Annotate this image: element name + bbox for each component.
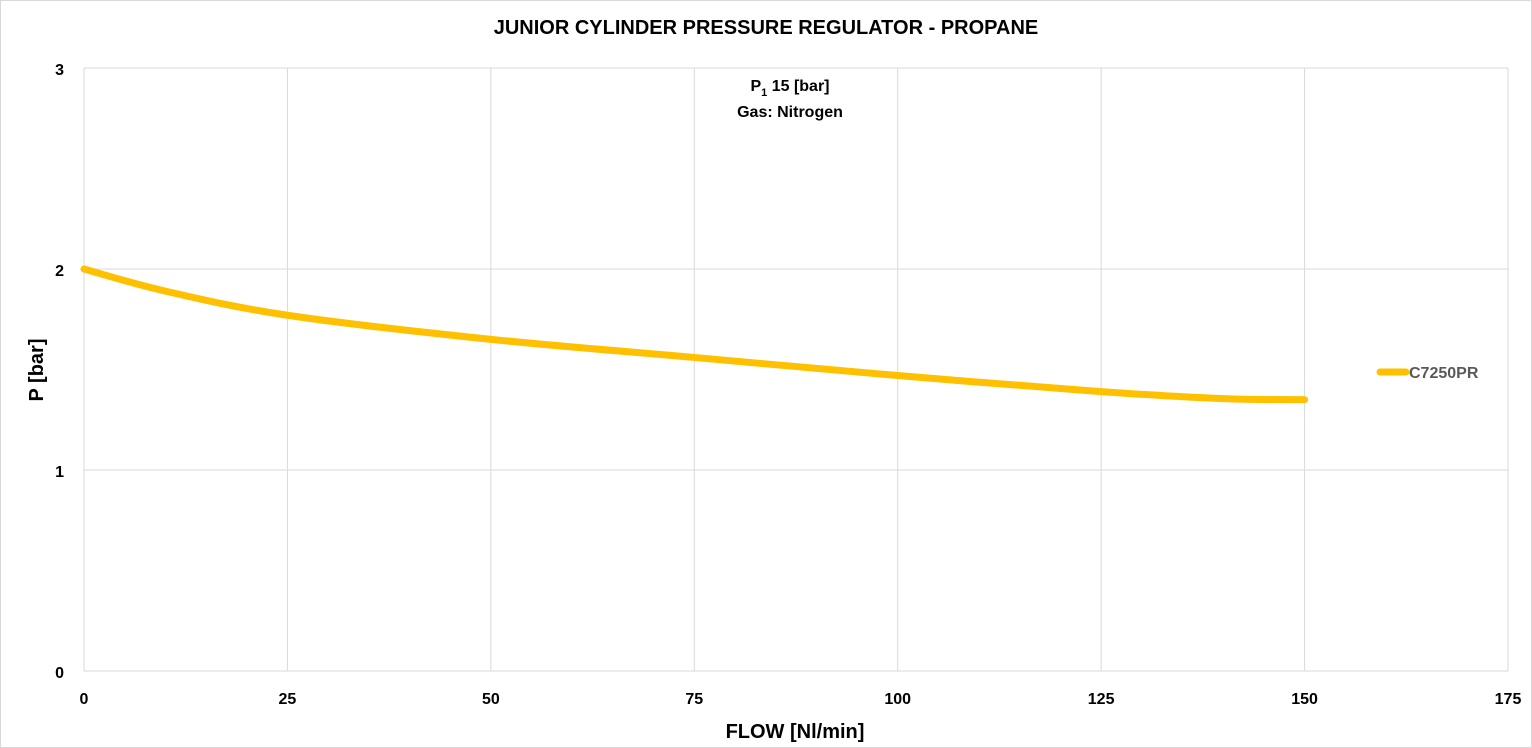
x-axis-ticks: 0 25 50 75 100 125 150 175 — [80, 691, 1522, 708]
y-tick-label: 2 — [55, 263, 64, 280]
y-axis-ticks: 0 1 2 3 — [55, 62, 64, 682]
y-tick-label: 1 — [55, 464, 64, 481]
annotation-line-1: P1 15 [bar] — [750, 78, 829, 99]
series-line-C7250PR — [80, 265, 1309, 404]
legend-label: C7250PR — [1409, 365, 1479, 382]
x-tick-label: 100 — [884, 691, 911, 708]
x-tick-label: 0 — [80, 691, 89, 708]
gridlines — [83, 67, 1509, 672]
annotation-line-2: Gas: Nitrogen — [737, 104, 843, 121]
x-tick-label: 175 — [1495, 691, 1522, 708]
y-axis-title: P [bar] — [26, 339, 48, 402]
x-tick-label: 150 — [1291, 691, 1318, 708]
chart-title: JUNIOR CYLINDER PRESSURE REGULATOR - PRO… — [494, 17, 1039, 39]
annotation-pressure: 15 [bar] — [767, 78, 829, 95]
x-tick-label: 25 — [279, 691, 297, 708]
x-tick-label: 50 — [482, 691, 500, 708]
series-layer — [80, 265, 1309, 404]
x-axis-title: FLOW [Nl/min] — [726, 721, 865, 743]
x-tick-label: 75 — [685, 691, 703, 708]
x-tick-label: 125 — [1088, 691, 1115, 708]
annotation-subscript: 1 — [761, 87, 767, 99]
y-tick-label: 3 — [55, 62, 64, 79]
y-tick-label: 0 — [55, 665, 64, 682]
annotation-p-symbol: P — [750, 78, 761, 95]
